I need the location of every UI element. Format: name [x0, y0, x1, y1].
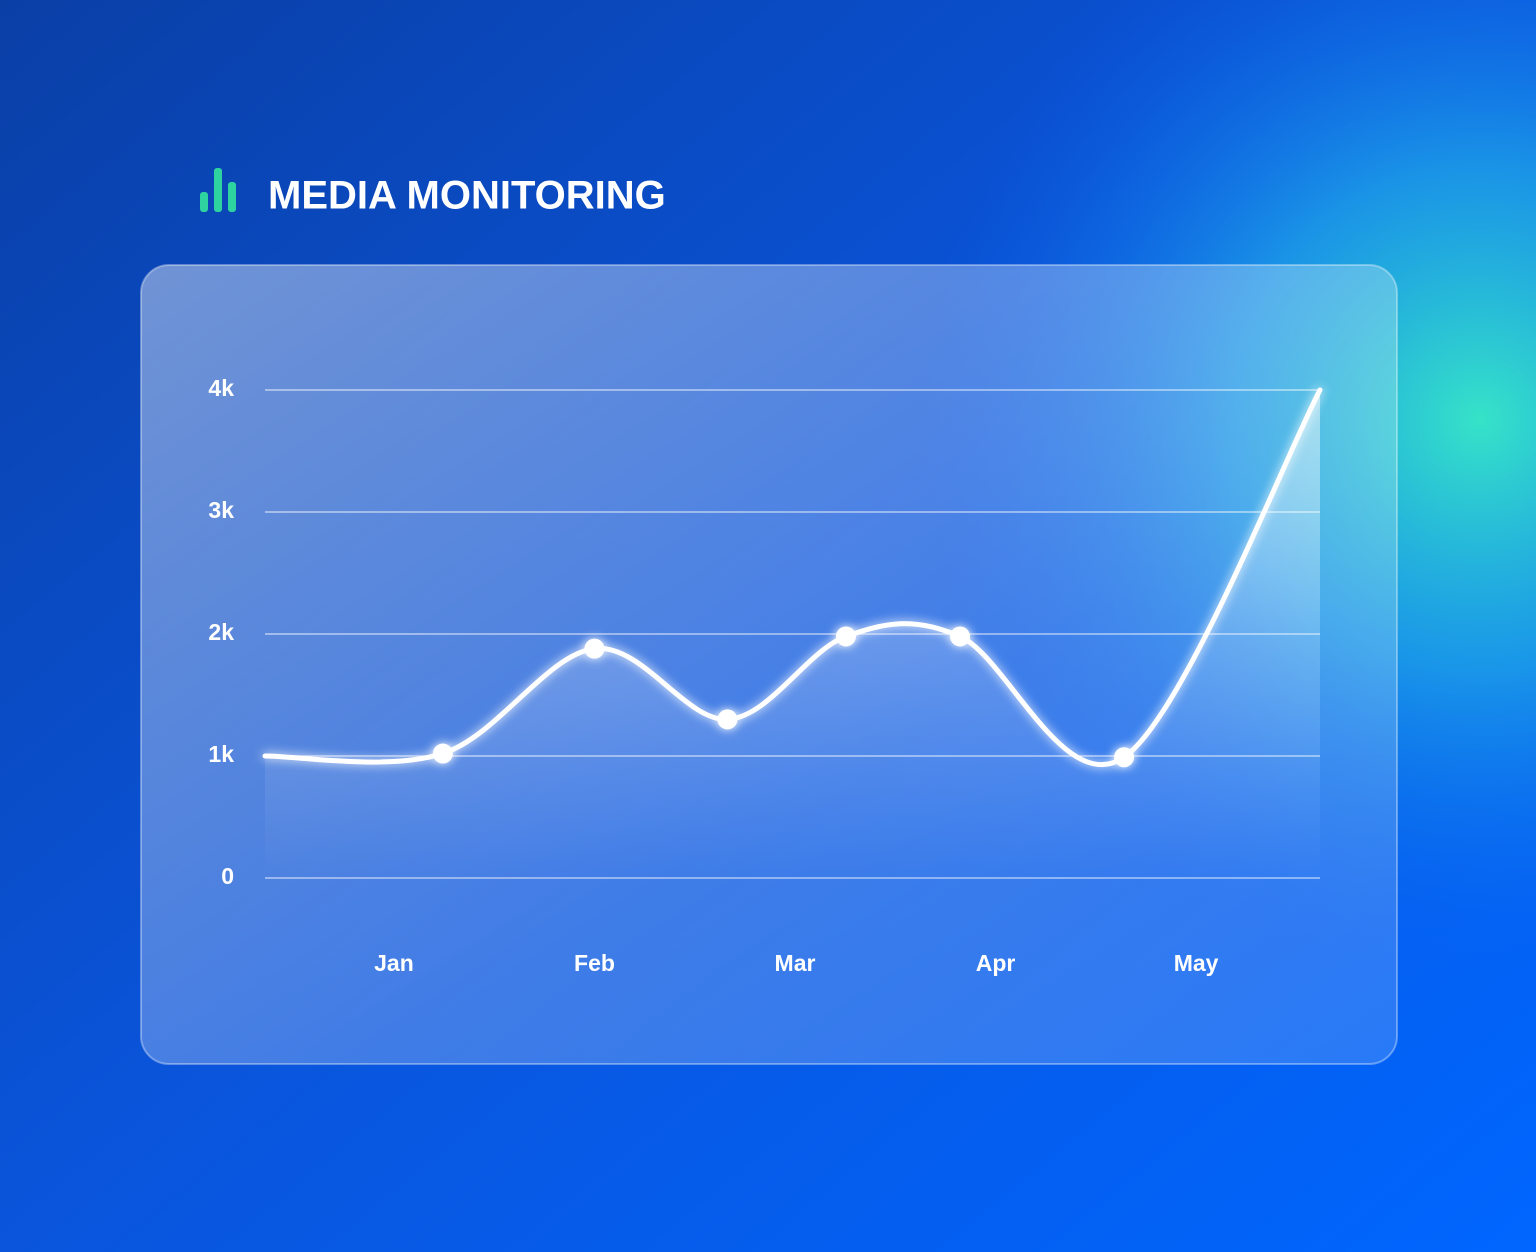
x-tick-label: Feb [574, 950, 615, 976]
x-tick-label: May [1174, 950, 1219, 976]
data-point [717, 709, 738, 730]
y-tick-label: 0 [221, 863, 234, 889]
data-point [584, 638, 605, 659]
x-tick-label: Mar [775, 950, 816, 976]
x-tick-label: Apr [976, 950, 1016, 976]
y-tick-label: 3k [208, 497, 234, 523]
line-area [265, 390, 1320, 878]
data-point [950, 626, 971, 647]
data-point [835, 626, 856, 647]
x-tick-label: Jan [374, 950, 414, 976]
line [262, 387, 1323, 768]
plot-area: 0 1k 2k 3k 4k Jan Feb Mar Apr May [208, 375, 1323, 976]
chart-title: MEDIA MONITORING [268, 174, 666, 218]
data-point [1114, 747, 1135, 768]
title-icon [200, 168, 236, 212]
data-point [432, 743, 453, 764]
y-tick-label: 2k [208, 619, 234, 645]
y-tick-label: 1k [208, 741, 234, 767]
y-tick-label: 4k [208, 375, 234, 401]
